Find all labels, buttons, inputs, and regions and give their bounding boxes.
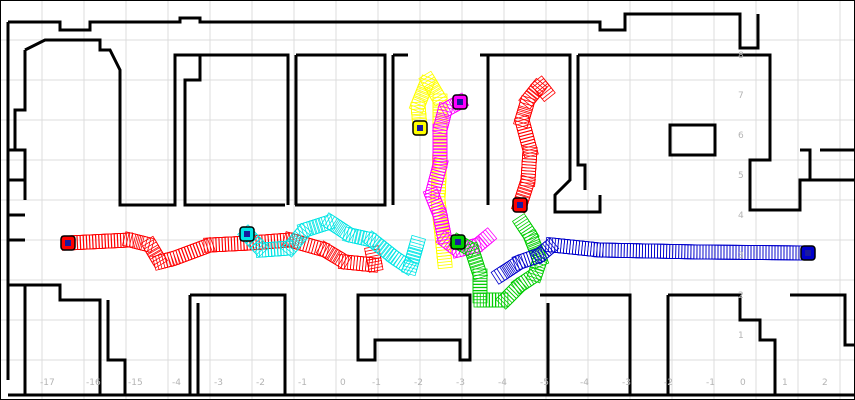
x-tick: -4 <box>498 378 507 388</box>
wall-lower-room-5 <box>790 293 855 347</box>
x-tick: -1 <box>298 378 307 388</box>
y-tick: 5 <box>738 171 744 181</box>
wall-lower-room-3 <box>540 293 632 395</box>
y-tick: 2 <box>738 291 744 301</box>
x-tick: -3 <box>622 378 631 388</box>
trail-footprint <box>332 219 351 240</box>
trail-footprint <box>507 254 527 274</box>
red-robot-trail <box>60 231 384 273</box>
trail-footprint <box>496 261 516 281</box>
green-robot-trail <box>448 213 550 310</box>
wall-room-5 <box>578 53 855 212</box>
wall-top <box>8 12 742 32</box>
trail-footprint <box>198 236 216 256</box>
x-tick: -4 <box>172 378 181 388</box>
cyan-robot-trail <box>237 212 426 277</box>
trail-footprint <box>428 87 448 107</box>
yellow-robot-marker <box>417 125 423 131</box>
y-tick: 3 <box>738 251 744 261</box>
cyan-robot-marker <box>244 231 250 237</box>
wall-room-5c <box>668 123 717 157</box>
wall-room-5b <box>576 55 587 190</box>
trail-footprint <box>499 259 518 280</box>
walls <box>6 12 855 397</box>
red-robot-2-trail <box>511 75 556 214</box>
blue-robot-marker <box>805 250 811 256</box>
wall-room-4 <box>480 53 602 214</box>
wall-room-1 <box>183 53 290 207</box>
wall-lower-left-2 <box>106 300 127 395</box>
x-tick: -3 <box>456 378 465 388</box>
x-tick: 0 <box>340 378 346 388</box>
trail-footprint <box>313 240 331 259</box>
x-tick: -1 <box>706 378 715 388</box>
x-tick: 2 <box>822 378 828 388</box>
x-tick: -2 <box>664 378 673 388</box>
y-tick: 7 <box>738 91 744 101</box>
trail-footprint <box>429 203 449 221</box>
magenta-robot-marker <box>457 99 463 105</box>
wall-left-box <box>13 50 27 200</box>
y-tick: 8 <box>738 51 744 61</box>
trail-footprint <box>432 155 448 169</box>
wall-right-rail <box>800 148 812 180</box>
trail-footprint <box>477 227 498 247</box>
wall-room-2 <box>294 53 387 207</box>
trail-footprint <box>521 146 538 160</box>
x-tick: 0 <box>740 378 746 388</box>
y-tick: 1 <box>738 331 744 341</box>
trail-footprint <box>504 256 524 276</box>
trail-footprint <box>536 82 556 103</box>
trail-footprint <box>147 247 167 266</box>
trail-footprint <box>502 257 521 278</box>
wall-lower-room-1 <box>188 293 287 397</box>
wall-left-inner <box>24 38 200 207</box>
x-tick: -4 <box>580 378 589 388</box>
green-robot-marker <box>455 239 461 245</box>
y-tick: 6 <box>738 131 744 141</box>
wall-right-top <box>738 14 760 50</box>
trail-footprint <box>490 265 510 285</box>
x-tick: -17 <box>40 378 55 388</box>
x-tick: -15 <box>128 378 143 388</box>
y-tick: 4 <box>738 211 744 221</box>
wall-room-3 <box>391 53 408 205</box>
trail-footprint <box>470 263 488 281</box>
wall-lower-left <box>8 283 102 395</box>
red-robot-2-marker <box>517 202 523 208</box>
x-tick: -2 <box>414 378 423 388</box>
x-tick: -5 <box>540 378 549 388</box>
x-tick: 1 <box>782 378 788 388</box>
wall-lower-room-4 <box>666 293 777 395</box>
x-tick: -2 <box>256 378 265 388</box>
trail-footprint <box>436 254 453 270</box>
trail-footprint <box>528 246 546 266</box>
wall-lower-room-2 <box>356 293 472 362</box>
x-axis-ticks: -17 -16 -15 -4 -3 -2 -1 0 -1 -2 -3 -4 -5… <box>40 378 828 388</box>
wall-left-jog <box>8 148 25 242</box>
trail-footprint <box>432 118 450 135</box>
y-axis-ticks: 8 7 6 5 4 3 2 1 <box>738 51 744 341</box>
trail-footprint <box>522 229 541 247</box>
red-robot-marker <box>65 240 71 246</box>
magenta-robot-trail <box>422 92 498 259</box>
robot-trails <box>60 70 816 310</box>
trail-footprint <box>321 243 341 264</box>
x-tick: -3 <box>214 378 223 388</box>
x-tick: -1 <box>372 378 381 388</box>
trail-footprint <box>408 234 426 252</box>
trail-footprint <box>293 222 313 243</box>
trail-footprint <box>511 213 532 232</box>
blue-robot-trail <box>490 236 816 285</box>
trail-footprint <box>120 232 134 248</box>
x-tick: -16 <box>86 378 101 388</box>
trail-footprint <box>424 183 442 201</box>
